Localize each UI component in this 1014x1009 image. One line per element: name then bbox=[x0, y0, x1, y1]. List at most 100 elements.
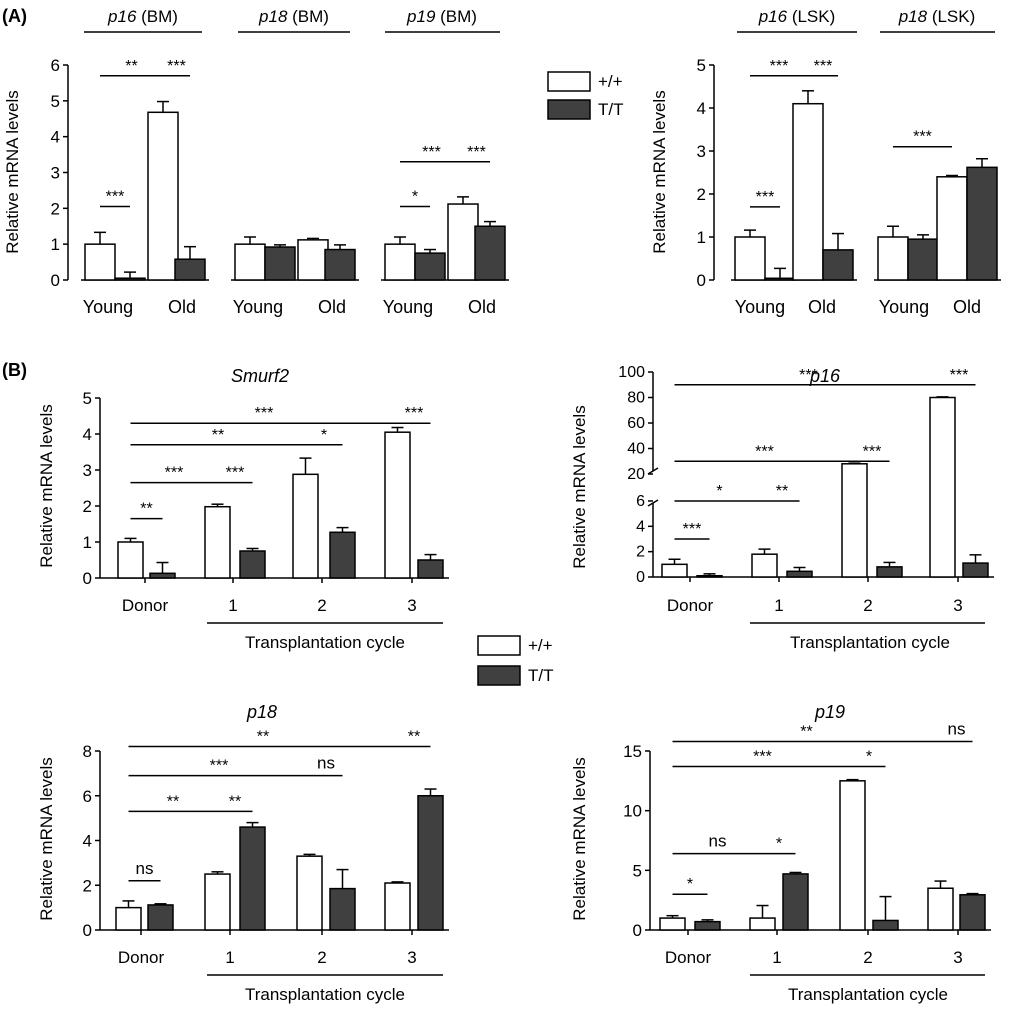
bar bbox=[661, 563, 688, 578]
significance-label: ** bbox=[212, 427, 224, 444]
legend-a-mut-swatch bbox=[547, 99, 591, 120]
significance-label: ** bbox=[167, 793, 179, 810]
y-tick-label: 2 bbox=[83, 876, 92, 895]
chart-b-p18: 0 2 4 6 8 Relative mRNA levels Donor 1 2 3Transpl… bbox=[37, 702, 449, 1004]
bar bbox=[204, 873, 231, 931]
significance-label: *** bbox=[405, 405, 424, 422]
bar bbox=[694, 920, 721, 931]
significance-label: ** bbox=[257, 729, 269, 746]
chart-title: Smurf2 bbox=[231, 366, 289, 386]
x-category-label: 3 bbox=[407, 948, 416, 967]
significance-label: * bbox=[866, 749, 872, 766]
significance-label: ** bbox=[229, 793, 241, 810]
bar bbox=[414, 252, 446, 281]
panel-a-label: (A) bbox=[2, 6, 27, 26]
x-category-label: Young bbox=[879, 297, 929, 317]
bar bbox=[115, 906, 142, 931]
y-tick-label: 3 bbox=[83, 461, 92, 480]
significance-label: *** bbox=[756, 189, 775, 206]
bar bbox=[114, 277, 146, 281]
legend-b-mut-label: T/T bbox=[528, 666, 554, 685]
significance-label: *** bbox=[422, 144, 441, 161]
significance-label: ** bbox=[408, 729, 420, 746]
bar bbox=[239, 826, 266, 931]
y-tick-label: 4 bbox=[83, 425, 92, 444]
y-tick-label: 40 bbox=[627, 441, 645, 458]
legend-a-wt-label: +/+ bbox=[598, 72, 623, 91]
y-tick-label: 60 bbox=[627, 415, 645, 432]
bar bbox=[384, 431, 411, 579]
y-tick-label: 0 bbox=[636, 569, 645, 586]
y-tick-label: 0 bbox=[633, 921, 642, 940]
bar bbox=[792, 102, 824, 281]
chart-title: p16 bbox=[809, 366, 841, 386]
x-category-label: 1 bbox=[774, 596, 783, 615]
bar bbox=[297, 239, 329, 281]
bar bbox=[786, 570, 813, 578]
y-tick-label: 5 bbox=[697, 56, 706, 75]
significance-label: *** bbox=[467, 144, 486, 161]
x-axis-label: Transplantation cycle bbox=[245, 985, 405, 1004]
x-category-label: 2 bbox=[863, 948, 872, 967]
bar bbox=[696, 574, 723, 578]
significance-label: *** bbox=[950, 367, 969, 384]
bar bbox=[329, 531, 356, 579]
y-axis-label: Relative mRNA levels bbox=[3, 90, 22, 253]
y-axis-label: Relative mRNA levels bbox=[37, 757, 56, 920]
gene-name: p19 bbox=[406, 7, 436, 26]
x-axis-label: Transplantation cycle bbox=[245, 633, 405, 652]
chart-a-bm: 0 1 2 3 4 5 6 Relative mRNA levels Young Old p16 (… bbox=[3, 7, 509, 317]
bar bbox=[659, 917, 686, 931]
bar bbox=[329, 887, 356, 931]
bar bbox=[296, 855, 323, 931]
y-tick-label: 5 bbox=[83, 389, 92, 408]
significance-label: ns bbox=[709, 832, 727, 851]
x-category-label: Donor bbox=[118, 948, 165, 967]
x-axis-label: Transplantation cycle bbox=[788, 985, 948, 1004]
chart-b-p16: 0 2 4 6 20 40 60 80 100 Relative mRNA levels Donor… bbox=[570, 364, 994, 652]
significance-label: * bbox=[687, 876, 693, 893]
bar bbox=[872, 919, 899, 931]
significance-label: *** bbox=[255, 405, 274, 422]
significance-label: ns bbox=[136, 859, 154, 878]
significance-label: ns bbox=[317, 754, 335, 773]
axis-break-mark bbox=[647, 467, 659, 475]
bar bbox=[84, 243, 116, 281]
bar bbox=[147, 904, 174, 931]
x-category-label: Young bbox=[383, 297, 433, 317]
x-category-label: Old bbox=[468, 297, 496, 317]
x-category-label: Donor bbox=[667, 596, 714, 615]
significance-label: *** bbox=[753, 749, 772, 766]
significance-label: *** bbox=[226, 465, 245, 482]
bar bbox=[966, 166, 998, 281]
significance-label: ** bbox=[125, 58, 137, 75]
bar bbox=[264, 246, 296, 281]
gene-name: p18 bbox=[898, 7, 928, 26]
y-tick-label: 6 bbox=[636, 493, 645, 510]
x-axis-label: Transplantation cycle bbox=[790, 633, 950, 652]
y-tick-label: 2 bbox=[83, 497, 92, 516]
bar bbox=[147, 111, 179, 281]
x-category-label: Young bbox=[83, 297, 133, 317]
bar bbox=[174, 258, 206, 281]
y-tick-label: 1 bbox=[697, 228, 706, 247]
y-tick-label: 80 bbox=[627, 390, 645, 407]
bar bbox=[204, 505, 231, 579]
chart-title: p18 bbox=[246, 702, 277, 722]
bar bbox=[927, 887, 954, 931]
x-category-label: Donor bbox=[122, 596, 169, 615]
y-tick-label: 0 bbox=[697, 271, 706, 290]
gene-header: p18 (BM) bbox=[258, 7, 329, 26]
y-tick-label: 2 bbox=[697, 185, 706, 204]
gene-header: p16 (BM) bbox=[107, 7, 178, 26]
significance-label: *** bbox=[106, 189, 125, 206]
panel-b-label: (B) bbox=[2, 360, 27, 380]
legend-a-mut-label: T/T bbox=[598, 100, 624, 119]
y-tick-label: 1 bbox=[51, 235, 60, 254]
x-category-label: Donor bbox=[665, 948, 712, 967]
significance-label: * bbox=[716, 483, 722, 500]
gene-name: p16 bbox=[107, 7, 137, 26]
y-tick-label: 4 bbox=[51, 128, 60, 147]
y-tick-label: 100 bbox=[618, 364, 645, 381]
